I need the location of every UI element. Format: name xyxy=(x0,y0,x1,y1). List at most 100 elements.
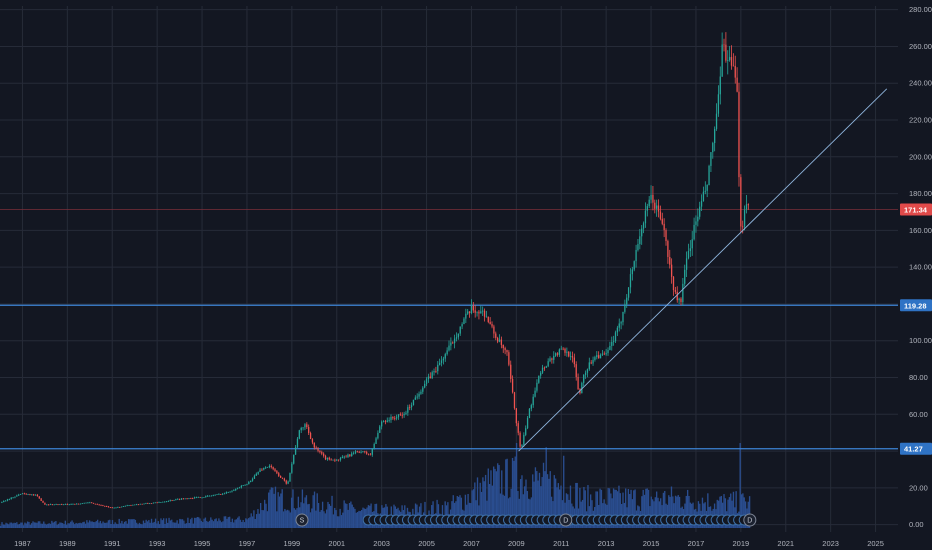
event-marker-circle[interactable] xyxy=(743,513,757,527)
volume-bar xyxy=(610,493,612,528)
volume-bar xyxy=(286,509,289,528)
volume-bar xyxy=(697,501,700,528)
volume-bar xyxy=(167,522,169,528)
candle-body xyxy=(665,230,667,242)
volume-bar xyxy=(685,495,687,528)
candle-body xyxy=(221,493,224,495)
volume-bar xyxy=(343,500,345,528)
candle-body xyxy=(330,459,332,461)
candle-body xyxy=(128,505,130,506)
volume-bar xyxy=(173,522,176,528)
volume-bar xyxy=(482,477,484,528)
event-marker[interactable]: D xyxy=(559,513,573,527)
time-axis[interactable]: 1987 1989 1991 1993 1995 1997 1999 2001 2003 2005… xyxy=(14,539,884,548)
price-tick-label: 140.00 xyxy=(909,263,932,272)
candle-body xyxy=(242,485,244,487)
volume-bar xyxy=(534,467,537,528)
volume-bar xyxy=(264,499,266,528)
event-marker-circle[interactable] xyxy=(559,513,573,527)
candle-body xyxy=(334,459,336,461)
candle-body xyxy=(457,333,460,338)
candle-body xyxy=(588,362,590,370)
volume-bar xyxy=(347,509,349,528)
candle-body xyxy=(3,500,5,503)
event-marker[interactable]: S xyxy=(295,513,309,527)
candle-body xyxy=(639,236,641,245)
candle-body xyxy=(163,501,166,503)
candle-body xyxy=(236,487,239,489)
candle-body xyxy=(57,504,59,505)
volume-bar xyxy=(149,522,151,528)
volume-bar xyxy=(204,517,207,528)
date-tick-label: 1987 xyxy=(14,539,31,548)
event-marker-circle[interactable] xyxy=(295,513,309,527)
volume-bar xyxy=(158,524,161,528)
candle-body xyxy=(279,475,282,478)
volume-bar xyxy=(315,510,317,528)
candle-body xyxy=(646,206,648,211)
candle-body xyxy=(294,447,297,455)
candle-body xyxy=(46,504,48,506)
candle-body xyxy=(656,205,658,209)
event-marker[interactable]: D xyxy=(743,513,757,527)
candle-body xyxy=(586,369,589,373)
candle-body xyxy=(395,417,398,419)
candle-body xyxy=(704,190,706,192)
volume-bar xyxy=(517,490,519,528)
volume-bar xyxy=(672,496,674,528)
candle-body xyxy=(55,504,57,505)
volume-bar xyxy=(80,523,83,528)
candle-body xyxy=(49,504,52,506)
volume-bar xyxy=(218,518,220,528)
volume-bar xyxy=(250,513,252,528)
volume-bar xyxy=(53,521,56,528)
candle-body xyxy=(152,502,155,504)
volume-bar xyxy=(459,495,461,528)
candle-body xyxy=(551,358,553,360)
candle-body xyxy=(472,305,474,311)
volume-bar xyxy=(532,474,534,528)
candle-body xyxy=(641,228,643,237)
candle-body xyxy=(670,264,673,277)
trendline-group[interactable] xyxy=(518,88,888,452)
candle-body xyxy=(629,274,632,288)
candle-body xyxy=(328,457,330,460)
candle-body xyxy=(120,506,123,508)
candle-body xyxy=(526,418,529,429)
volume-bar xyxy=(154,518,157,528)
candle-body xyxy=(412,399,415,406)
volume-bar xyxy=(595,491,597,528)
volume-bar xyxy=(328,504,331,528)
candle-body xyxy=(77,503,80,505)
candle-body xyxy=(186,498,188,500)
volume-bar xyxy=(615,489,617,528)
volume-bar xyxy=(674,495,677,528)
candle-body xyxy=(685,258,688,270)
candle-body xyxy=(214,494,216,496)
candle-body xyxy=(650,194,652,200)
date-tick-label: 2015 xyxy=(643,539,660,548)
volume-bar xyxy=(242,519,244,528)
candle-body xyxy=(203,497,205,498)
candle-body xyxy=(25,493,27,495)
candle-body xyxy=(652,194,654,203)
candle-body xyxy=(375,438,377,444)
trendline[interactable] xyxy=(518,88,888,452)
candle-body xyxy=(682,283,684,303)
candle-body xyxy=(47,504,50,506)
candle-body xyxy=(70,504,72,505)
volume-bar xyxy=(350,501,352,528)
volume-bar xyxy=(523,486,526,528)
volume-bar xyxy=(546,474,549,528)
candle-body xyxy=(34,494,37,496)
volume-bar xyxy=(519,479,522,528)
volume-bar xyxy=(359,511,361,528)
volume-bar xyxy=(278,496,281,528)
candle-body xyxy=(240,485,242,488)
candle-body xyxy=(564,348,566,353)
candle-body xyxy=(719,76,721,95)
candle-body xyxy=(193,497,196,499)
